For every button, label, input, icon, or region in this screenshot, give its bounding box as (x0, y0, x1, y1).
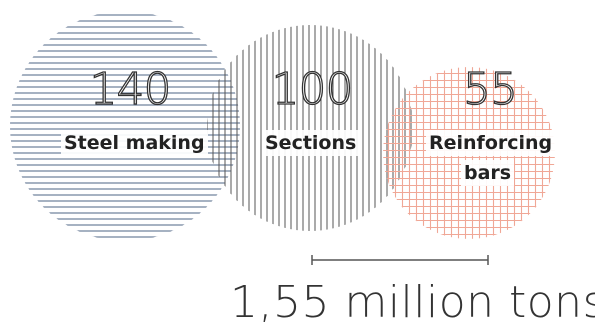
total-label: 1,55 million tons (230, 277, 595, 328)
label-reinforcing-bars-line2: bars (461, 160, 515, 186)
value-reinforcing-bars: 55 (462, 64, 518, 115)
value-steel-making: 140 (89, 64, 172, 115)
scale-bar (311, 255, 489, 265)
value-sections: 100 (271, 64, 354, 115)
circle-sections (207, 25, 413, 231)
label-sections: Sections (262, 130, 360, 156)
circle-steel-making (10, 11, 240, 241)
label-steel-making: Steel making (61, 130, 208, 156)
label-reinforcing-bars-line1: Reinforcing (426, 130, 556, 156)
